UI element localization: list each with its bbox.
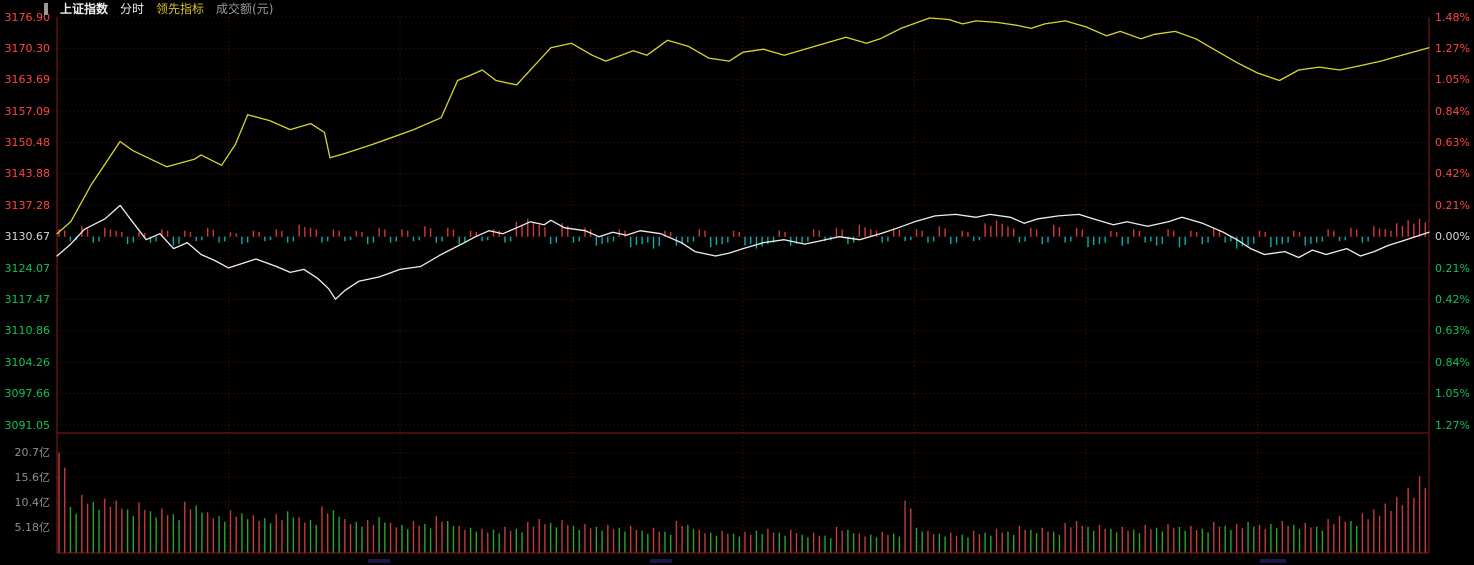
time-marker [368,559,390,563]
price-label: 3117.47 [4,292,51,306]
price-label: 3110.86 [4,324,51,338]
pct-label: 0.63% [1435,136,1470,150]
time-marker [650,559,672,563]
volume-label: 20.7亿 [14,446,51,460]
pct-label: 0.63% [1435,324,1470,338]
price-label: 3143.88 [4,167,51,181]
time-axis-strip [0,556,1474,565]
percent-axis-right: 1.48% 1.27% 1.05% 0.84% 0.63% 0.42% 0.21… [1433,0,1474,565]
price-label: 3104.26 [4,355,51,369]
chart-header: 上证指数 分时 领先指标 成交额(元) [44,1,273,16]
volume-label: 10.4亿 [14,496,51,510]
price-axis-left: 3176.90 3170.30 3163.69 3157.09 3150.48 … [0,0,53,565]
pct-label: 0.42% [1435,167,1470,181]
price-label: 3097.66 [4,387,51,401]
prev-close-label: 3130.67 [4,230,51,244]
price-label: 3137.28 [4,198,51,212]
header-handle-icon [44,2,48,15]
pct-label: 1.27% [1435,418,1470,432]
pct-label: 1.05% [1435,387,1470,401]
pct-label: 0.42% [1435,292,1470,306]
volume-label: 5.18亿 [14,521,51,535]
price-label: 3176.90 [4,10,51,24]
turnover-axis-title[interactable]: 成交额(元) [216,2,274,16]
price-label: 3091.05 [4,418,51,432]
pct-label: 1.27% [1435,41,1470,55]
volume-label: 15.6亿 [14,470,51,484]
price-label: 3150.48 [4,136,51,150]
pct-label: 0.21% [1435,261,1470,275]
price-label: 3157.09 [4,104,51,118]
tab-leading-indicator[interactable]: 领先指标 [156,2,205,16]
time-marker [1260,559,1286,563]
price-label: 3124.07 [4,261,51,275]
pct-label: 1.48% [1435,10,1470,24]
pct-label: 0.21% [1435,198,1470,212]
pct-label: 0.84% [1435,355,1470,369]
price-label: 3163.69 [4,73,51,87]
zero-pct-label: 0.00% [1435,230,1470,244]
pct-label: 1.05% [1435,73,1470,87]
pct-label: 0.84% [1435,104,1470,118]
tab-minute-chart[interactable]: 分时 [120,2,145,16]
index-name[interactable]: 上证指数 [60,2,109,16]
price-label: 3170.30 [4,41,51,55]
volume-axis-left: 20.7亿 15.6亿 10.4亿 5.18亿 [0,0,53,565]
